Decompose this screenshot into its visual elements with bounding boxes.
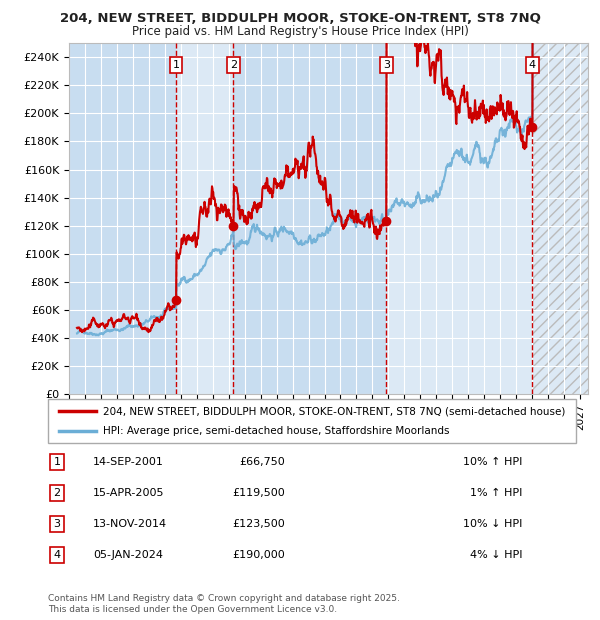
Text: Contains HM Land Registry data © Crown copyright and database right 2025.
This d: Contains HM Land Registry data © Crown c… <box>48 595 400 614</box>
Text: 1% ↑ HPI: 1% ↑ HPI <box>470 488 522 498</box>
FancyBboxPatch shape <box>48 399 576 443</box>
Text: 4% ↓ HPI: 4% ↓ HPI <box>470 550 522 560</box>
Bar <box>532 43 588 394</box>
Text: 10% ↓ HPI: 10% ↓ HPI <box>463 519 522 529</box>
Text: 4: 4 <box>529 60 536 70</box>
Text: 204, NEW STREET, BIDDULPH MOOR, STOKE-ON-TRENT, ST8 7NQ: 204, NEW STREET, BIDDULPH MOOR, STOKE-ON… <box>59 12 541 25</box>
Text: 13-NOV-2014: 13-NOV-2014 <box>93 519 167 529</box>
Text: 1: 1 <box>53 457 61 467</box>
Text: 14-SEP-2001: 14-SEP-2001 <box>93 457 164 467</box>
Text: 2: 2 <box>230 60 237 70</box>
Text: 1: 1 <box>173 60 179 70</box>
Text: £119,500: £119,500 <box>232 488 285 498</box>
Text: 05-JAN-2024: 05-JAN-2024 <box>93 550 163 560</box>
Text: 10% ↑ HPI: 10% ↑ HPI <box>463 457 522 467</box>
Text: 15-APR-2005: 15-APR-2005 <box>93 488 164 498</box>
Text: 3: 3 <box>383 60 390 70</box>
Bar <box>176 43 233 394</box>
Bar <box>69 43 176 394</box>
Text: 3: 3 <box>53 519 61 529</box>
Text: Price paid vs. HM Land Registry's House Price Index (HPI): Price paid vs. HM Land Registry's House … <box>131 25 469 38</box>
Bar <box>386 43 532 394</box>
Bar <box>532 43 588 394</box>
Text: 204, NEW STREET, BIDDULPH MOOR, STOKE-ON-TRENT, ST8 7NQ (semi-detached house): 204, NEW STREET, BIDDULPH MOOR, STOKE-ON… <box>103 406 566 416</box>
Text: £66,750: £66,750 <box>239 457 285 467</box>
Bar <box>233 43 386 394</box>
Text: 4: 4 <box>53 550 61 560</box>
Text: 2: 2 <box>53 488 61 498</box>
Text: HPI: Average price, semi-detached house, Staffordshire Moorlands: HPI: Average price, semi-detached house,… <box>103 426 450 436</box>
Text: £190,000: £190,000 <box>232 550 285 560</box>
Text: £123,500: £123,500 <box>232 519 285 529</box>
